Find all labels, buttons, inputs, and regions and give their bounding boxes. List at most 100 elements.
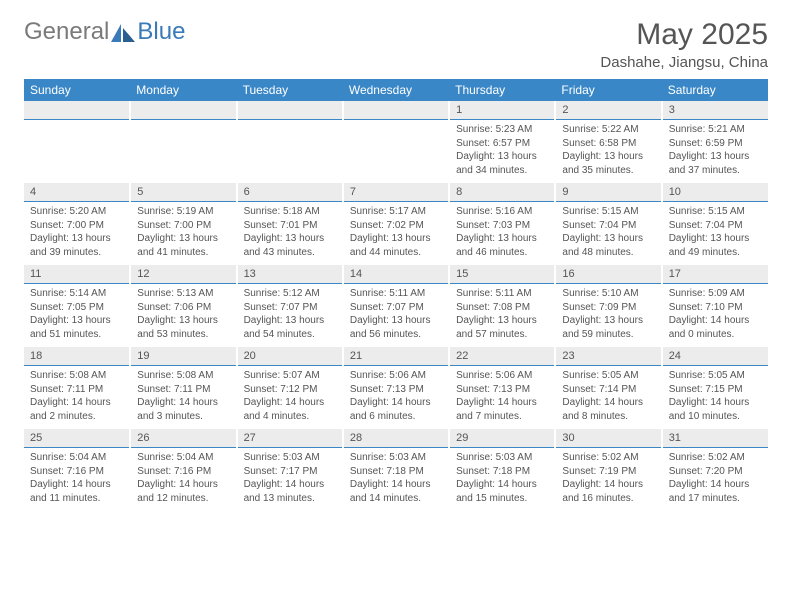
info-cell: Sunrise: 5:22 AMSunset: 6:58 PMDaylight:… [555,120,661,184]
info-cell: Sunrise: 5:21 AMSunset: 6:59 PMDaylight:… [662,120,768,184]
sunset-text: Sunset: 7:13 PM [456,383,548,397]
daylight-text: Daylight: 13 hours and 43 minutes. [244,232,336,259]
sunrise-text: Sunrise: 5:09 AM [669,287,762,301]
sunset-text: Sunset: 6:59 PM [669,137,762,151]
calendar-table: SundayMondayTuesdayWednesdayThursdayFrid… [24,79,768,511]
daylight-text: Daylight: 14 hours and 13 minutes. [244,478,336,505]
info-cell: Sunrise: 5:04 AMSunset: 7:16 PMDaylight:… [130,448,236,512]
date-cell: 17 [662,265,768,284]
date-cell: 18 [24,347,130,366]
sunset-text: Sunset: 7:06 PM [137,301,229,315]
logo-text-blue: Blue [137,18,185,46]
sunrise-text: Sunrise: 5:23 AM [456,123,548,137]
info-cell: Sunrise: 5:05 AMSunset: 7:14 PMDaylight:… [555,366,661,430]
sunset-text: Sunset: 7:18 PM [456,465,548,479]
date-cell: 15 [449,265,555,284]
info-row: Sunrise: 5:04 AMSunset: 7:16 PMDaylight:… [24,448,768,512]
date-cell: 2 [555,101,661,120]
sunset-text: Sunset: 7:15 PM [669,383,762,397]
date-cell: 19 [130,347,236,366]
daylight-text: Daylight: 13 hours and 57 minutes. [456,314,548,341]
daylight-text: Daylight: 13 hours and 53 minutes. [137,314,229,341]
sunset-text: Sunset: 7:13 PM [350,383,442,397]
daylight-text: Daylight: 13 hours and 48 minutes. [562,232,654,259]
daylight-text: Daylight: 14 hours and 3 minutes. [137,396,229,423]
info-cell: Sunrise: 5:02 AMSunset: 7:19 PMDaylight:… [555,448,661,512]
info-cell: Sunrise: 5:03 AMSunset: 7:18 PMDaylight:… [343,448,449,512]
daylight-text: Daylight: 14 hours and 12 minutes. [137,478,229,505]
date-row: 25262728293031 [24,429,768,448]
sunset-text: Sunset: 7:11 PM [30,383,123,397]
logo-text-general: General [24,18,109,46]
info-cell: Sunrise: 5:09 AMSunset: 7:10 PMDaylight:… [662,284,768,348]
sunrise-text: Sunrise: 5:15 AM [562,205,654,219]
sunrise-text: Sunrise: 5:08 AM [30,369,123,383]
sunrise-text: Sunrise: 5:13 AM [137,287,229,301]
info-cell: Sunrise: 5:03 AMSunset: 7:18 PMDaylight:… [449,448,555,512]
sunrise-text: Sunrise: 5:03 AM [456,451,548,465]
daylight-text: Daylight: 13 hours and 44 minutes. [350,232,442,259]
daylight-text: Daylight: 13 hours and 39 minutes. [30,232,123,259]
date-cell [24,101,130,120]
logo-sail-icon [111,22,135,42]
sunset-text: Sunset: 7:00 PM [30,219,123,233]
date-cell: 30 [555,429,661,448]
daylight-text: Daylight: 14 hours and 14 minutes. [350,478,442,505]
date-cell [343,101,449,120]
sunrise-text: Sunrise: 5:17 AM [350,205,442,219]
info-cell [343,120,449,184]
sunrise-text: Sunrise: 5:02 AM [669,451,762,465]
sunset-text: Sunset: 7:20 PM [669,465,762,479]
info-cell: Sunrise: 5:08 AMSunset: 7:11 PMDaylight:… [130,366,236,430]
date-cell: 25 [24,429,130,448]
daylight-text: Daylight: 13 hours and 35 minutes. [562,150,654,177]
title-block: May 2025 Dashahe, Jiangsu, China [600,18,768,71]
info-row: Sunrise: 5:08 AMSunset: 7:11 PMDaylight:… [24,366,768,430]
date-cell: 1 [449,101,555,120]
info-cell: Sunrise: 5:13 AMSunset: 7:06 PMDaylight:… [130,284,236,348]
dow-header: Saturday [662,79,768,101]
date-cell: 29 [449,429,555,448]
sunset-text: Sunset: 6:57 PM [456,137,548,151]
sunrise-text: Sunrise: 5:14 AM [30,287,123,301]
sunrise-text: Sunrise: 5:19 AM [137,205,229,219]
sunrise-text: Sunrise: 5:05 AM [669,369,762,383]
info-row: Sunrise: 5:23 AMSunset: 6:57 PMDaylight:… [24,120,768,184]
daylight-text: Daylight: 14 hours and 17 minutes. [669,478,762,505]
info-row: Sunrise: 5:14 AMSunset: 7:05 PMDaylight:… [24,284,768,348]
date-cell: 21 [343,347,449,366]
daylight-text: Daylight: 13 hours and 34 minutes. [456,150,548,177]
info-cell: Sunrise: 5:05 AMSunset: 7:15 PMDaylight:… [662,366,768,430]
info-cell [24,120,130,184]
info-cell: Sunrise: 5:12 AMSunset: 7:07 PMDaylight:… [237,284,343,348]
sunset-text: Sunset: 7:19 PM [562,465,654,479]
date-cell: 23 [555,347,661,366]
date-cell: 16 [555,265,661,284]
info-cell: Sunrise: 5:02 AMSunset: 7:20 PMDaylight:… [662,448,768,512]
daylight-text: Daylight: 14 hours and 2 minutes. [30,396,123,423]
info-row: Sunrise: 5:20 AMSunset: 7:00 PMDaylight:… [24,202,768,266]
sunset-text: Sunset: 7:04 PM [669,219,762,233]
daylight-text: Daylight: 14 hours and 11 minutes. [30,478,123,505]
date-row: 18192021222324 [24,347,768,366]
sunrise-text: Sunrise: 5:22 AM [562,123,654,137]
day-of-week-row: SundayMondayTuesdayWednesdayThursdayFrid… [24,79,768,101]
sunset-text: Sunset: 7:03 PM [456,219,548,233]
sunset-text: Sunset: 7:18 PM [350,465,442,479]
dow-header: Sunday [24,79,130,101]
sunrise-text: Sunrise: 5:07 AM [244,369,336,383]
sunrise-text: Sunrise: 5:03 AM [244,451,336,465]
date-row: 45678910 [24,183,768,202]
info-cell [237,120,343,184]
sunset-text: Sunset: 7:09 PM [562,301,654,315]
info-cell: Sunrise: 5:17 AMSunset: 7:02 PMDaylight:… [343,202,449,266]
info-cell: Sunrise: 5:06 AMSunset: 7:13 PMDaylight:… [449,366,555,430]
info-cell: Sunrise: 5:15 AMSunset: 7:04 PMDaylight:… [662,202,768,266]
date-cell: 24 [662,347,768,366]
daylight-text: Daylight: 13 hours and 56 minutes. [350,314,442,341]
date-cell: 13 [237,265,343,284]
date-cell: 5 [130,183,236,202]
date-cell: 7 [343,183,449,202]
date-row: 11121314151617 [24,265,768,284]
sunset-text: Sunset: 7:12 PM [244,383,336,397]
